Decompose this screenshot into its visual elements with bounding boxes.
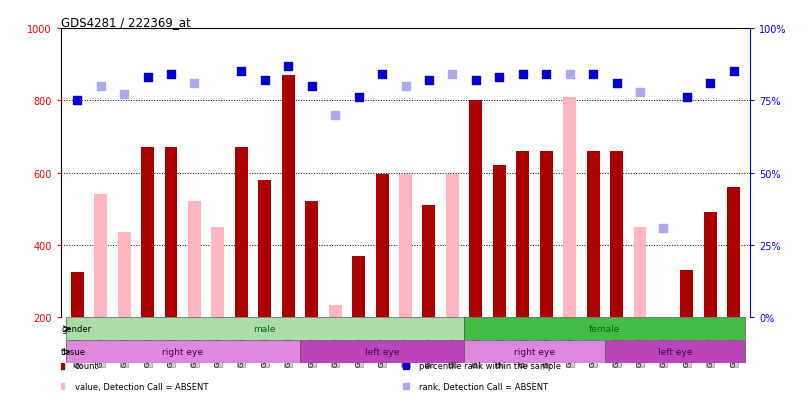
Text: tissue: tissue [62,347,86,356]
Point [563,72,576,78]
Point [399,363,412,369]
Bar [464,340,605,363]
Bar [71,272,84,317]
Bar [493,166,506,317]
Bar [704,213,717,317]
Text: gender: gender [62,325,92,333]
Text: rank, Detection Call = ABSENT: rank, Detection Call = ABSENT [419,382,548,391]
Bar [470,101,483,317]
Point [54,383,67,389]
Bar [375,175,388,317]
Point [446,72,459,78]
Point [188,81,201,87]
Point [165,72,178,78]
Bar [605,340,745,363]
Point [657,225,670,231]
Point [259,78,272,84]
Text: female: female [589,325,620,333]
Bar [305,202,318,317]
Text: value, Detection Call = ABSENT: value, Detection Call = ABSENT [75,382,208,391]
Point [493,75,506,81]
Point [305,83,318,90]
Text: percentile rank within the sample: percentile rank within the sample [419,361,561,370]
Text: right eye: right eye [162,347,204,356]
Bar [281,76,294,317]
Text: right eye: right eye [514,347,555,356]
Bar [118,233,131,317]
Bar [66,340,300,363]
Bar [141,148,154,317]
Bar [165,148,178,317]
Point [281,63,294,70]
Bar [235,148,248,317]
Point [610,81,623,87]
Bar [423,206,436,317]
Bar [517,152,530,317]
Bar [727,188,740,317]
Point [727,69,740,76]
Point [517,72,530,78]
Point [423,78,436,84]
Bar [399,175,412,317]
Bar [563,97,576,317]
Point [704,81,717,87]
Point [633,89,646,96]
Point [375,72,388,78]
Bar [464,317,745,340]
Text: left eye: left eye [365,347,399,356]
Point [328,112,341,119]
Point [54,363,67,369]
Point [118,92,131,99]
Bar [680,271,693,317]
Point [680,95,693,102]
Text: GDS4281 / 222369_at: GDS4281 / 222369_at [61,16,191,29]
Text: left eye: left eye [658,347,693,356]
Bar [540,152,552,317]
Text: male: male [254,325,276,333]
Bar [352,256,365,317]
Point [539,72,552,78]
Point [71,98,84,104]
Bar [328,305,341,317]
Bar [259,180,271,317]
Bar [633,227,646,317]
Bar [586,152,599,317]
Bar [188,202,201,317]
Point [141,75,154,81]
Bar [212,227,225,317]
Text: count: count [75,361,98,370]
Bar [610,152,623,317]
Bar [66,317,464,340]
Point [352,95,365,102]
Bar [94,195,107,317]
Point [235,69,248,76]
Point [94,83,107,90]
Point [399,83,412,90]
Bar [300,340,464,363]
Point [586,72,599,78]
Bar [446,175,459,317]
Point [399,383,412,389]
Point [470,78,483,84]
